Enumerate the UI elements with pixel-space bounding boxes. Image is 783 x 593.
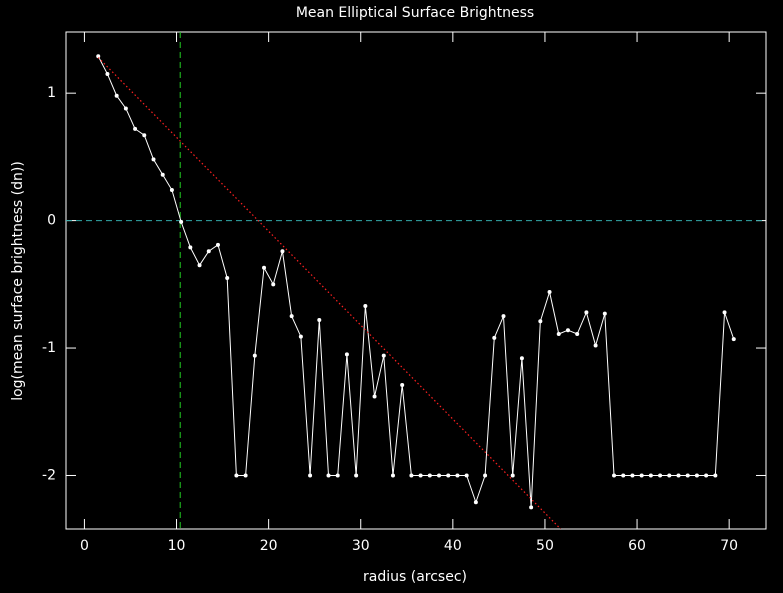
data-point (215, 242, 220, 247)
data-point (372, 394, 377, 399)
data-point (685, 473, 690, 478)
data-point (151, 157, 156, 162)
data-point (556, 332, 561, 337)
data-point (96, 54, 101, 59)
data-point (446, 473, 451, 478)
data-point (188, 245, 193, 250)
x-tick-label: 40 (444, 538, 462, 554)
data-point (538, 319, 543, 324)
data-point (565, 328, 570, 333)
data-point (621, 473, 626, 478)
x-tick-label: 0 (80, 538, 89, 554)
data-point (133, 126, 138, 131)
data-point (639, 473, 644, 478)
data-point (519, 356, 524, 361)
data-line (97, 55, 735, 508)
data-point (381, 353, 386, 358)
data-point (252, 353, 257, 358)
data-point (593, 343, 598, 348)
data-point (243, 473, 248, 478)
data-point (464, 473, 469, 478)
x-axis-label: radius (arcsec) (363, 569, 467, 585)
data-point (123, 106, 128, 111)
data-point (317, 318, 322, 323)
data-point (280, 249, 285, 254)
data-point (547, 289, 552, 294)
data-point (630, 473, 635, 478)
data-point (344, 352, 349, 357)
data-point (427, 473, 432, 478)
data-point (510, 473, 515, 478)
data-point (179, 219, 184, 224)
y-tick-label: 0 (47, 213, 56, 229)
data-point (289, 314, 294, 319)
data-point (225, 275, 230, 280)
data-point (298, 334, 303, 339)
data-point (704, 473, 709, 478)
data-point (473, 500, 478, 505)
data-point (114, 93, 119, 98)
data-point (326, 473, 331, 478)
data-point (206, 249, 211, 254)
data-point (501, 314, 506, 319)
plot-frame (65, 31, 767, 530)
data-point (390, 473, 395, 478)
data-point (612, 473, 617, 478)
data-point (400, 382, 405, 387)
y-tick-label: 1 (47, 85, 56, 101)
data-point (262, 265, 267, 270)
data-point (731, 337, 736, 342)
data-point (658, 473, 663, 478)
data-point (722, 310, 727, 315)
data-point (437, 473, 442, 478)
data-point (483, 473, 488, 478)
data-point (409, 473, 414, 478)
data-point (197, 263, 202, 268)
data-point (455, 473, 460, 478)
data-point (160, 172, 165, 177)
data-point (713, 473, 718, 478)
data-point (105, 72, 110, 77)
data-point (354, 473, 359, 478)
chart-title: Mean Elliptical Surface Brightness (296, 5, 534, 21)
x-tick-label: 10 (168, 538, 186, 554)
data-point (602, 311, 607, 316)
data-point (234, 473, 239, 478)
data-point (694, 473, 699, 478)
x-tick-label: 20 (260, 538, 278, 554)
x-tick-label: 50 (536, 538, 554, 554)
data-point (575, 332, 580, 337)
y-tick-label: -1 (42, 340, 56, 356)
y-tick-label: -2 (42, 467, 56, 483)
y-axis-label: log(mean surface brightness (dn)) (10, 161, 26, 401)
data-point (142, 133, 147, 138)
data-point (271, 282, 276, 287)
data-point (418, 473, 423, 478)
x-tick-label: 60 (628, 538, 646, 554)
data-point (363, 303, 368, 308)
x-tick-label: 30 (352, 538, 370, 554)
data-point (676, 473, 681, 478)
data-point (492, 335, 497, 340)
data-point (308, 473, 313, 478)
x-tick-label: 70 (720, 538, 738, 554)
data-point (667, 473, 672, 478)
data-point (648, 473, 653, 478)
data-point (584, 310, 589, 315)
data-point (169, 188, 174, 193)
data-point (529, 505, 534, 510)
data-point (335, 473, 340, 478)
